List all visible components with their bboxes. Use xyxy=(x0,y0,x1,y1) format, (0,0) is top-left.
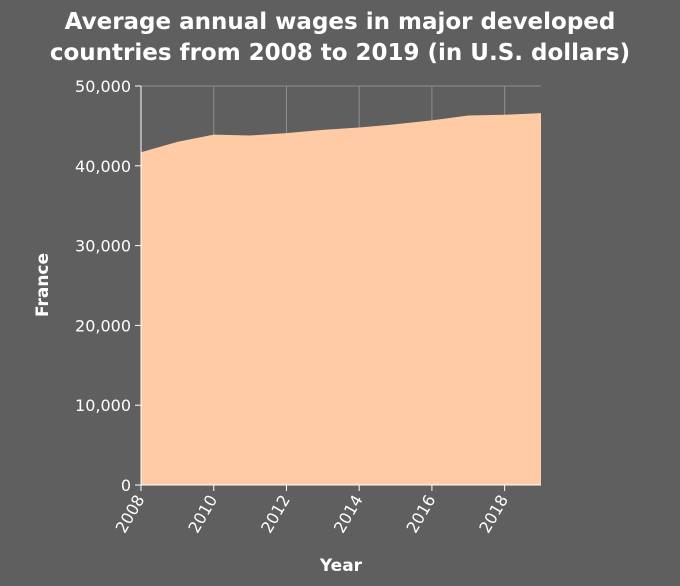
x-tick-label: 2012 xyxy=(257,492,294,537)
chart-title-line-2: countries from 2008 to 2019 (in U.S. dol… xyxy=(50,40,630,66)
y-tick-label: 50,000 xyxy=(75,77,131,96)
chart-title-line-1: Average annual wages in major developed xyxy=(65,9,616,35)
x-tick-label: 2014 xyxy=(330,492,367,537)
axes xyxy=(140,86,541,486)
plot-area xyxy=(141,113,541,485)
x-tick-label: 2010 xyxy=(184,492,221,537)
x-axis-ticks: 2008 2010 2012 2014 2016 2018 xyxy=(112,485,512,536)
x-tick-label: 2018 xyxy=(475,492,512,537)
x-axis-label: Year xyxy=(319,556,363,576)
x-tick-label: 2016 xyxy=(403,492,440,537)
y-tick-label: 30,000 xyxy=(75,237,131,256)
area-series xyxy=(141,113,541,485)
y-tick-label: 40,000 xyxy=(75,157,131,176)
y-tick-label: 0 xyxy=(121,476,131,495)
y-axis-ticks: 0 10,000 20,000 30,000 40,000 50,000 xyxy=(75,77,141,495)
y-tick-label: 20,000 xyxy=(75,316,131,335)
x-tick-label: 2008 xyxy=(112,492,149,537)
y-axis-label: France xyxy=(33,253,53,317)
y-tick-label: 10,000 xyxy=(75,396,131,415)
